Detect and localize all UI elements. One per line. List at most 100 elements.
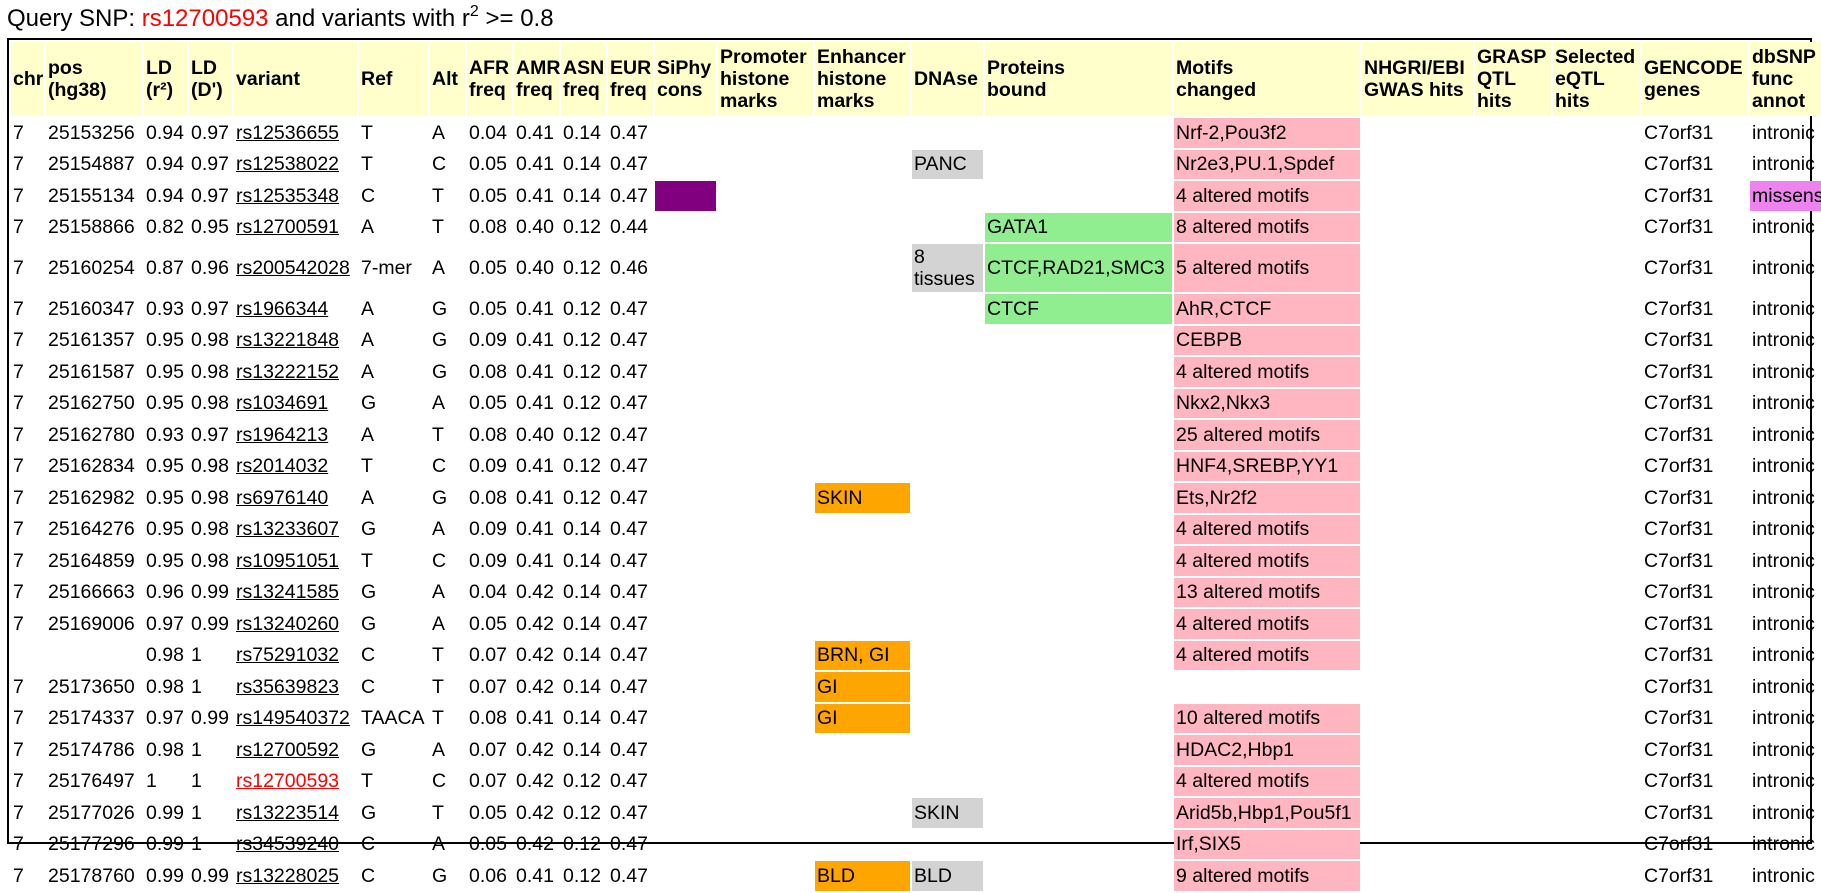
variant-link[interactable]: rs200542028 bbox=[236, 257, 350, 279]
variant-link[interactable]: rs12700591 bbox=[236, 216, 340, 239]
dnase-cell bbox=[912, 609, 983, 639]
ld-dprime-cell: 0.98 bbox=[191, 486, 229, 509]
motifs-changed-cell: Nrf-2,Pou3f2 bbox=[1174, 118, 1360, 148]
dnase-cell bbox=[912, 672, 983, 702]
pos-cell: 25162750 bbox=[48, 392, 135, 415]
siphy-cons-cell bbox=[655, 609, 716, 639]
asn-freq-cell: 0.12 bbox=[563, 216, 601, 239]
gwas-hits-cell bbox=[1362, 830, 1473, 860]
chr-cell: 7 bbox=[13, 153, 24, 176]
pos-cell: 25173650 bbox=[48, 675, 135, 698]
asn-freq-cell: 0.12 bbox=[563, 297, 601, 320]
proteins-bound-cell: CTCF,RAD21,SMC3 bbox=[985, 244, 1172, 292]
amr-freq-cell: 0.41 bbox=[516, 329, 554, 352]
eur-freq-cell: 0.47 bbox=[610, 707, 648, 730]
gwas-hits-cell bbox=[1362, 767, 1473, 797]
eqtl-hits-cell bbox=[1553, 326, 1640, 356]
asn-freq-cell: 0.12 bbox=[563, 801, 601, 824]
proteins-bound-cell bbox=[985, 150, 1172, 180]
pos-cell: 25162780 bbox=[48, 423, 135, 446]
query-suffix: >= 0.8 bbox=[478, 5, 554, 32]
alt-cell: T bbox=[432, 644, 444, 667]
variant-cell: rs1034691 bbox=[234, 389, 357, 419]
variant-link[interactable]: rs2014032 bbox=[236, 455, 329, 478]
gencode-genes-cell: C7orf31 bbox=[1644, 486, 1714, 509]
dbsnp-func-cell: intronic bbox=[1752, 392, 1815, 415]
variant-link[interactable]: rs13221848 bbox=[236, 329, 340, 352]
table-row: 7 25164859 0.95 0.98 rs10951051 T C 0.09 0.41 0.1… bbox=[11, 546, 1821, 576]
ref-cell: G bbox=[361, 392, 377, 415]
variant-link[interactable]: rs1034691 bbox=[236, 392, 329, 415]
variant-link[interactable]: rs34539240 bbox=[236, 833, 340, 856]
variant-link[interactable]: rs12536655 bbox=[236, 121, 340, 144]
ld-r2-cell: 0.94 bbox=[146, 184, 184, 207]
chr-cell: 7 bbox=[13, 329, 24, 352]
variant-cell: rs12536655 bbox=[234, 118, 357, 148]
variant-link[interactable]: rs13222152 bbox=[236, 360, 340, 383]
eqtl-hits-cell bbox=[1553, 735, 1640, 765]
variant-link[interactable]: rs12700593 bbox=[236, 770, 340, 793]
variant-link[interactable]: rs10951051 bbox=[236, 549, 340, 572]
asn-freq-cell: 0.12 bbox=[563, 257, 601, 279]
variant-link[interactable]: rs13228025 bbox=[236, 864, 340, 887]
pos-cell bbox=[46, 641, 142, 671]
ld-r2-cell: 0.94 bbox=[146, 121, 184, 144]
ld-dprime-cell: 0.98 bbox=[191, 455, 229, 478]
variant-cell: rs149540372 bbox=[234, 704, 357, 734]
eqtl-hits-cell bbox=[1553, 357, 1640, 387]
variant-link[interactable]: rs12535348 bbox=[236, 184, 340, 207]
variant-link[interactable]: rs12538022 bbox=[236, 153, 340, 176]
amr-freq-cell: 0.41 bbox=[516, 121, 554, 144]
ld-dprime-cell: 0.99 bbox=[191, 581, 229, 604]
ld-dprime-cell: 0.97 bbox=[191, 184, 229, 207]
ld-r2-cell: 0.94 bbox=[146, 153, 184, 176]
gwas-hits-cell bbox=[1362, 452, 1473, 482]
asn-freq-cell: 0.12 bbox=[563, 833, 601, 856]
ref-cell: C bbox=[361, 184, 376, 207]
alt-cell: G bbox=[432, 486, 448, 509]
ref-cell: C bbox=[361, 833, 376, 856]
variant-link[interactable]: rs13233607 bbox=[236, 518, 340, 541]
variant-link[interactable]: rs13241585 bbox=[236, 581, 340, 604]
proteins-bound-cell bbox=[985, 767, 1172, 797]
variant-link[interactable]: rs1966344 bbox=[236, 297, 329, 320]
dnase-cell bbox=[912, 326, 983, 356]
variant-link[interactable]: rs12700592 bbox=[236, 738, 340, 761]
amr-freq-cell: 0.42 bbox=[516, 675, 554, 698]
dbsnp-func-cell: intronic bbox=[1752, 121, 1815, 144]
variant-link[interactable]: rs75291032 bbox=[236, 644, 340, 667]
variant-link[interactable]: rs13240260 bbox=[236, 612, 340, 635]
proteins-bound-cell bbox=[985, 578, 1172, 608]
amr-freq-cell: 0.42 bbox=[516, 612, 554, 635]
column-header: DNAse bbox=[912, 42, 983, 116]
variant-link[interactable]: rs6976140 bbox=[236, 486, 329, 509]
ld-r2-cell: 0.97 bbox=[146, 707, 184, 730]
eur-freq-cell: 0.47 bbox=[610, 770, 648, 793]
pos-cell: 25153256 bbox=[48, 121, 135, 144]
grasp-qtl-cell bbox=[1475, 294, 1551, 324]
siphy-cons-cell bbox=[655, 326, 716, 356]
alt-cell: T bbox=[432, 707, 444, 730]
amr-freq-cell: 0.42 bbox=[516, 738, 554, 761]
variant-link[interactable]: rs149540372 bbox=[236, 707, 350, 730]
pos-cell: 25161357 bbox=[48, 329, 135, 352]
gwas-hits-cell bbox=[1362, 389, 1473, 419]
ref-cell: A bbox=[361, 216, 375, 239]
enhancer-marks-cell bbox=[815, 798, 910, 828]
eur-freq-cell: 0.47 bbox=[610, 549, 648, 572]
variant-link[interactable]: rs13223514 bbox=[236, 801, 340, 824]
table-row: 7 25162982 0.95 0.98 rs6976140 A G 0.08 0.41 0.12… bbox=[11, 483, 1821, 513]
proteins-bound-cell bbox=[985, 515, 1172, 545]
amr-freq-cell: 0.41 bbox=[516, 297, 554, 320]
ld-r2-cell: 0.98 bbox=[146, 675, 184, 698]
grasp-qtl-cell bbox=[1475, 181, 1551, 211]
afr-freq-cell: 0.05 bbox=[469, 153, 507, 176]
variant-link[interactable]: rs35639823 bbox=[236, 675, 340, 698]
variant-link[interactable]: rs1964213 bbox=[236, 423, 329, 446]
alt-cell: C bbox=[432, 770, 447, 793]
chr-cell: 7 bbox=[13, 549, 24, 572]
ld-r2-cell: 0.82 bbox=[146, 216, 184, 239]
chr-cell bbox=[11, 641, 44, 671]
eur-freq-cell: 0.47 bbox=[610, 833, 648, 856]
proteins-bound-cell bbox=[985, 641, 1172, 671]
